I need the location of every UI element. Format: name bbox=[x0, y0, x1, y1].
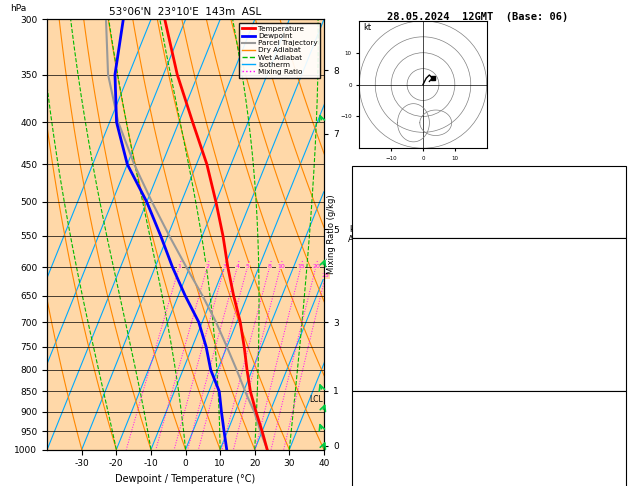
Text: -2: -2 bbox=[610, 327, 621, 336]
Text: Most Unstable: Most Unstable bbox=[451, 392, 527, 401]
Text: Dewp (°C): Dewp (°C) bbox=[357, 279, 409, 289]
Text: 2: 2 bbox=[206, 263, 209, 269]
Text: 15: 15 bbox=[298, 263, 305, 269]
Text: 2.42: 2.42 bbox=[598, 221, 621, 230]
Text: 49: 49 bbox=[610, 197, 621, 207]
Text: Mixing Ratio (g/kg): Mixing Ratio (g/kg) bbox=[327, 195, 337, 274]
Text: 1003: 1003 bbox=[598, 409, 621, 418]
Text: PW (cm): PW (cm) bbox=[357, 221, 398, 230]
Text: 0: 0 bbox=[615, 375, 621, 384]
Text: 721: 721 bbox=[604, 481, 621, 486]
Text: kt: kt bbox=[363, 23, 371, 32]
Text: hPa: hPa bbox=[10, 4, 26, 13]
Text: Lifted Index: Lifted Index bbox=[357, 327, 426, 336]
Text: Temp (°C): Temp (°C) bbox=[357, 256, 409, 265]
Text: 10: 10 bbox=[277, 263, 284, 269]
Text: CAPE (J): CAPE (J) bbox=[357, 351, 403, 360]
Text: 3: 3 bbox=[223, 263, 227, 269]
Text: K: K bbox=[357, 174, 363, 183]
Text: θε(K): θε(K) bbox=[357, 303, 386, 312]
Text: Totals Totals: Totals Totals bbox=[357, 197, 432, 207]
Text: Pressure (mb): Pressure (mb) bbox=[357, 409, 432, 418]
Text: θε (K): θε (K) bbox=[357, 433, 392, 442]
Text: LCL: LCL bbox=[309, 395, 323, 404]
Text: -2: -2 bbox=[610, 457, 621, 466]
Text: 20: 20 bbox=[312, 263, 320, 269]
Y-axis label: km
ASL: km ASL bbox=[348, 225, 363, 244]
Text: Lifted Index: Lifted Index bbox=[357, 457, 426, 466]
Text: 5: 5 bbox=[246, 263, 250, 269]
Text: 23.6: 23.6 bbox=[598, 256, 621, 265]
Text: 28.05.2024  12GMT  (Base: 06): 28.05.2024 12GMT (Base: 06) bbox=[387, 12, 569, 22]
Text: 322: 322 bbox=[604, 303, 621, 312]
Text: CIN (J): CIN (J) bbox=[357, 375, 398, 384]
Text: © weatheronline.co.uk: © weatheronline.co.uk bbox=[439, 473, 536, 482]
Text: 4: 4 bbox=[236, 263, 240, 269]
Text: 25: 25 bbox=[321, 273, 330, 278]
Text: 1: 1 bbox=[177, 263, 181, 269]
Text: 11.9: 11.9 bbox=[598, 279, 621, 289]
Text: 27: 27 bbox=[610, 174, 621, 183]
Text: 322: 322 bbox=[604, 433, 621, 442]
Text: CAPE (J): CAPE (J) bbox=[357, 481, 403, 486]
Text: 721: 721 bbox=[604, 351, 621, 360]
Text: Surface: Surface bbox=[469, 238, 509, 248]
Legend: Temperature, Dewpoint, Parcel Trajectory, Dry Adiabat, Wet Adiabat, Isotherm, Mi: Temperature, Dewpoint, Parcel Trajectory… bbox=[239, 23, 320, 78]
Text: 8: 8 bbox=[268, 263, 272, 269]
Title: 53°06'N  23°10'E  143m  ASL: 53°06'N 23°10'E 143m ASL bbox=[109, 7, 262, 17]
X-axis label: Dewpoint / Temperature (°C): Dewpoint / Temperature (°C) bbox=[116, 474, 255, 484]
